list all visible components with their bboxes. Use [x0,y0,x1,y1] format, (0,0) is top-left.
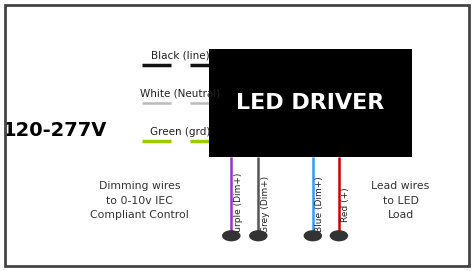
Text: Grey (Dim+): Grey (Dim+) [261,176,270,233]
FancyBboxPatch shape [209,49,412,157]
Text: White (Neutral): White (Neutral) [140,89,220,99]
Text: Blue (Dim+): Blue (Dim+) [315,177,324,233]
Text: Green (grd): Green (grd) [150,127,210,137]
Text: LED DRIVER: LED DRIVER [237,93,384,113]
Circle shape [330,231,347,241]
Circle shape [250,231,267,241]
Circle shape [223,231,240,241]
Text: Lead wires
to LED
Load: Lead wires to LED Load [372,181,429,220]
Text: Purple (Dim+): Purple (Dim+) [234,172,243,237]
Text: Red (+): Red (+) [341,187,350,222]
Circle shape [304,231,321,241]
Text: 120-277V: 120-277V [2,121,107,140]
Text: Black (line): Black (line) [151,51,210,61]
Text: Dimming wires
to 0-10v IEC
Compliant Control: Dimming wires to 0-10v IEC Compliant Con… [91,181,189,220]
